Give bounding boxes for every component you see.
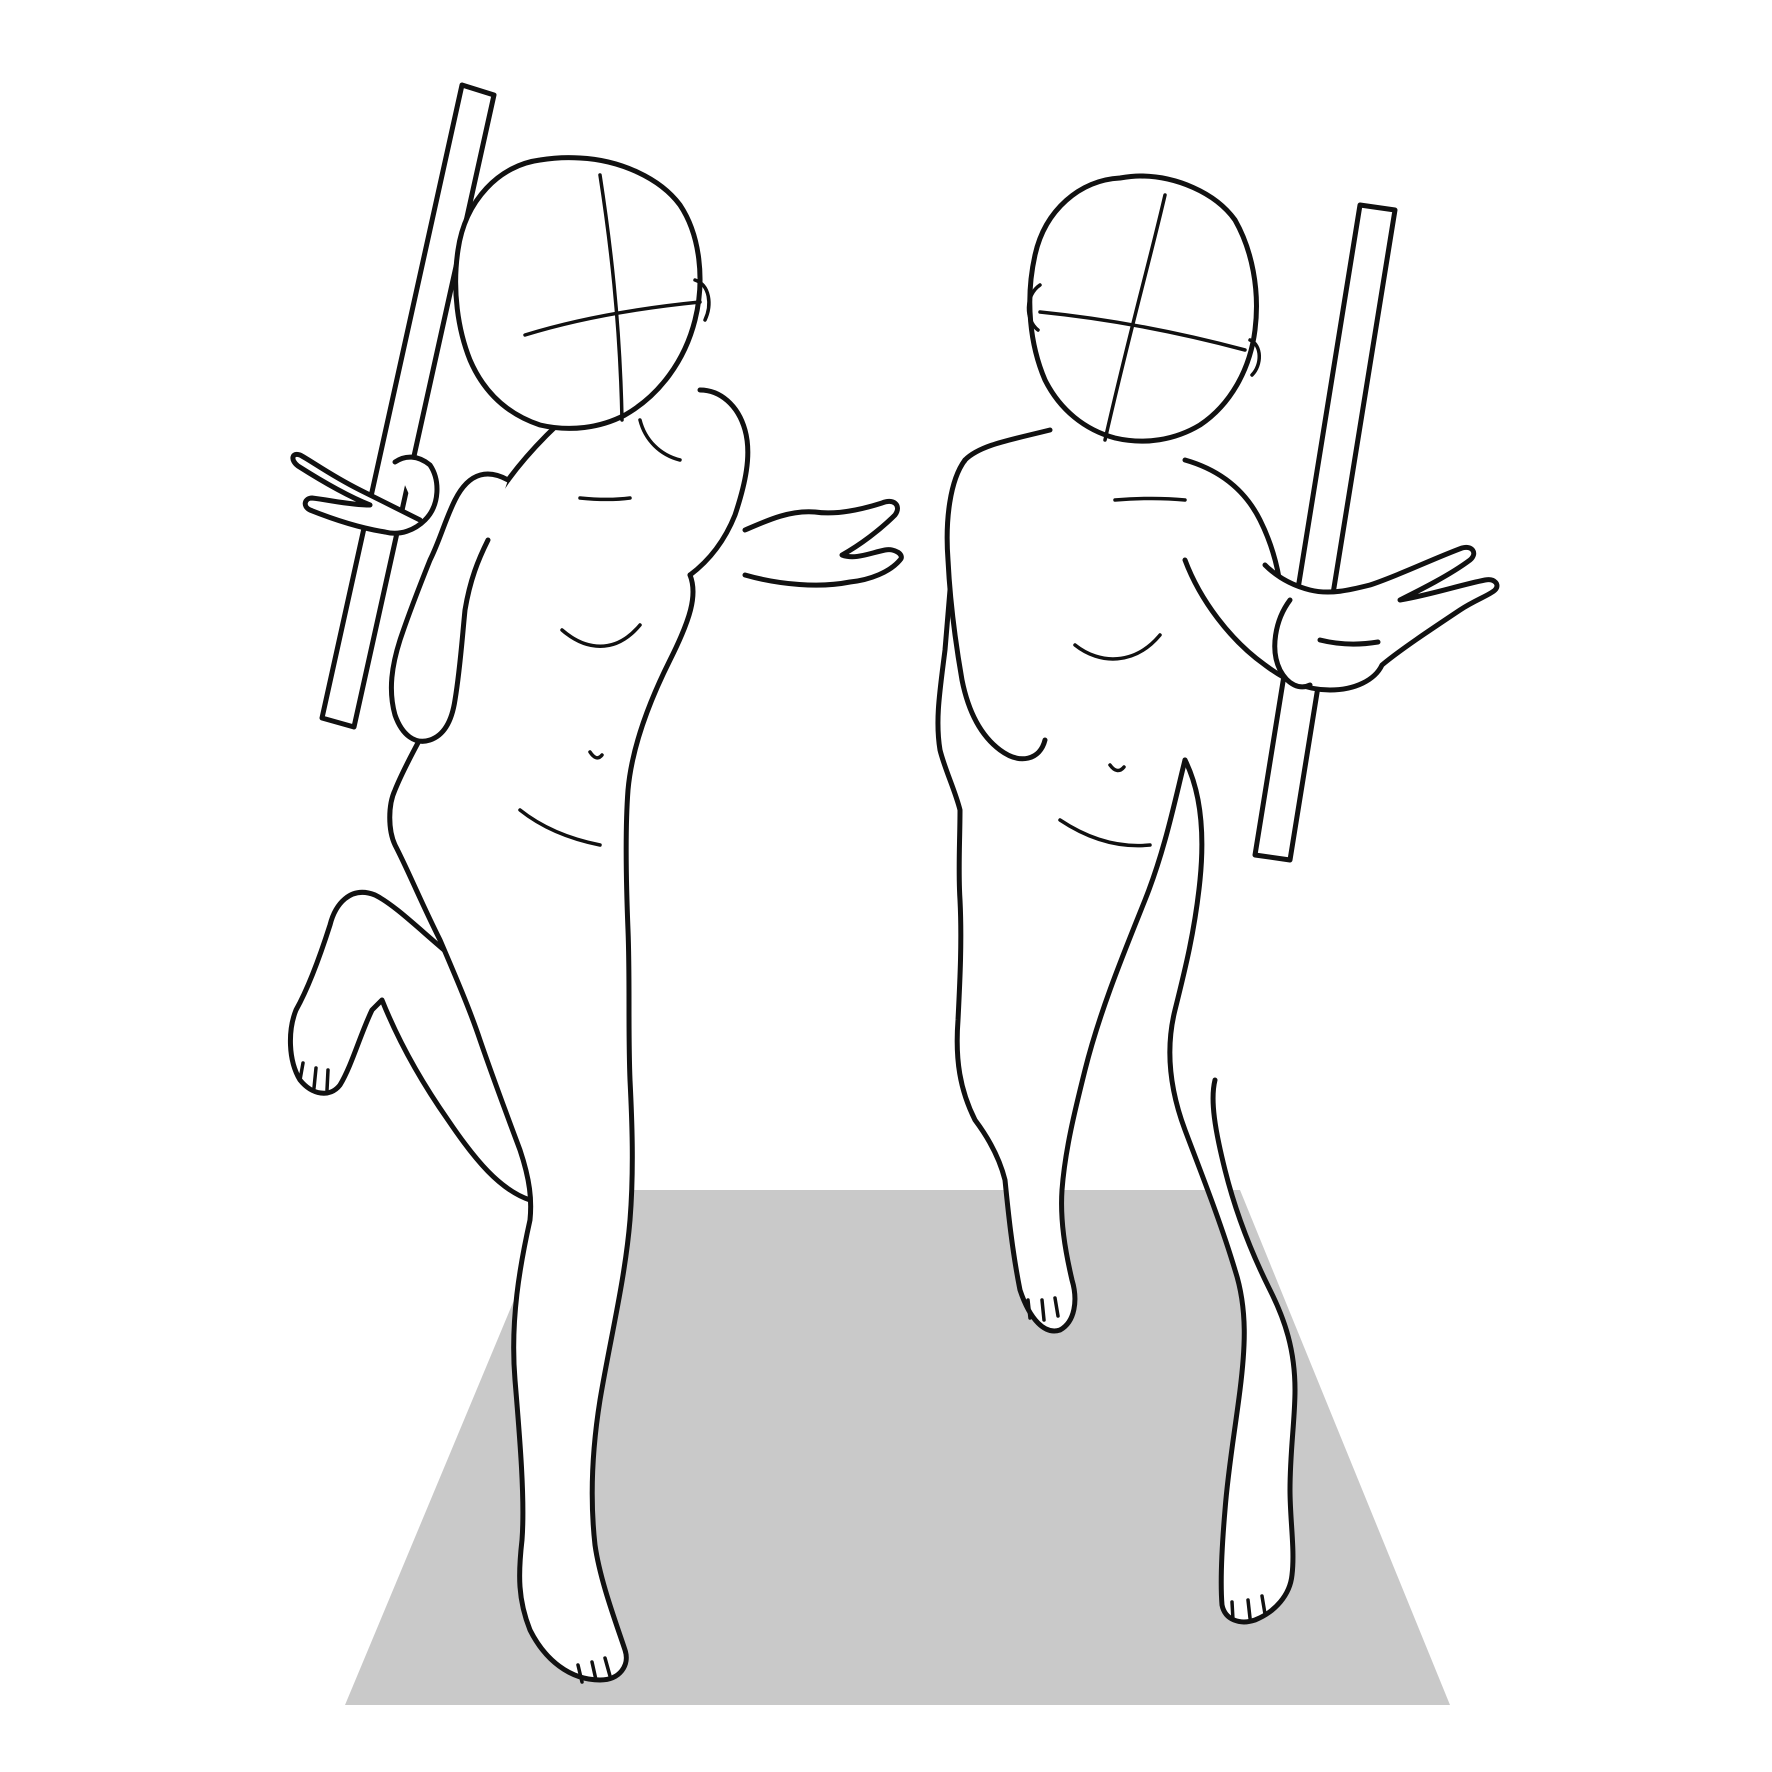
left-figure-hip-line xyxy=(518,808,602,847)
right-figure-peace-arm xyxy=(1182,544,1500,693)
left-figure-chest xyxy=(560,623,642,648)
left-figure xyxy=(287,82,904,1684)
floor-plane xyxy=(345,1190,1450,1705)
left-figure-body xyxy=(387,392,696,1683)
right-figure-ear-right xyxy=(1248,338,1261,377)
left-figure-collarbone xyxy=(578,496,632,502)
right-figure-hip-line xyxy=(1058,818,1152,848)
left-figure-peace-hand xyxy=(290,451,440,536)
right-figure-chest xyxy=(1073,633,1162,661)
left-figure-face-guide-horizontal xyxy=(523,300,702,337)
right-figure-head xyxy=(1027,173,1259,444)
right-figure-face-guide-vertical xyxy=(1103,193,1167,442)
left-figure-bent-leg-toes xyxy=(298,1061,330,1092)
left-figure-neck xyxy=(638,418,682,462)
right-figure-face-guide-horizontal xyxy=(1038,310,1247,352)
right-figure-navel xyxy=(1108,763,1126,773)
left-figure-face-guide-vertical xyxy=(598,173,624,422)
left-figure-head xyxy=(453,155,703,431)
right-figure xyxy=(935,173,1500,1625)
right-figure-back-foot-toes xyxy=(1026,1296,1060,1322)
left-figure-right-arm xyxy=(742,498,904,588)
left-figure-ear xyxy=(693,278,711,322)
right-figure-collarbone xyxy=(1113,496,1187,502)
left-figure-shoulder xyxy=(687,387,751,578)
right-figure-standing-leg xyxy=(1167,757,1298,1625)
right-figure-fist xyxy=(1272,597,1381,690)
right-figure-back-arm xyxy=(944,457,1048,762)
left-figure-navel xyxy=(588,750,604,760)
right-figure-ear xyxy=(1026,283,1042,332)
right-figure-foot-toes xyxy=(1230,1594,1267,1622)
left-figure-foot-toes xyxy=(576,1656,612,1684)
left-figure-left-arm xyxy=(388,471,511,744)
